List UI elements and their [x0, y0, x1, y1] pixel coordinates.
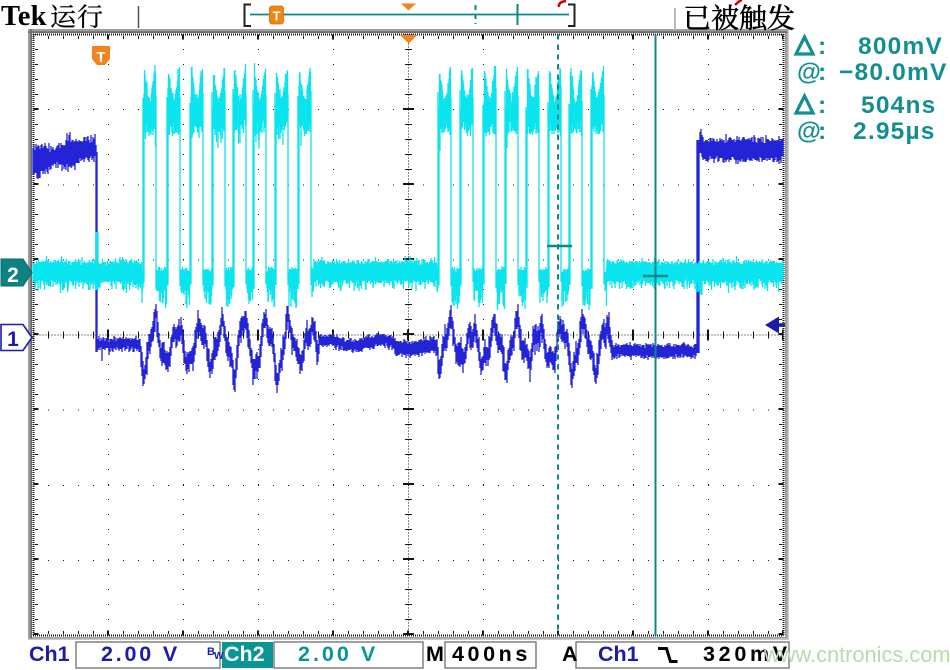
- svg-text:1: 1: [7, 328, 19, 351]
- svg-text:400ns: 400ns: [452, 642, 531, 666]
- svg-text:Tek: Tek: [1, 1, 47, 32]
- svg-text:−80.0mV: −80.0mV: [839, 59, 948, 86]
- svg-text:Ch1: Ch1: [598, 642, 639, 666]
- svg-text::: :: [818, 59, 826, 86]
- svg-text:320mV: 320mV: [703, 642, 791, 666]
- svg-text:2.95µs: 2.95µs: [853, 118, 936, 145]
- svg-text:@: @: [797, 59, 821, 86]
- svg-text:Ch2: Ch2: [224, 642, 265, 666]
- svg-text:2: 2: [7, 264, 19, 287]
- svg-text:T: T: [273, 9, 281, 24]
- svg-text:2.00 V: 2.00 V: [298, 642, 378, 666]
- svg-text:2.00 V: 2.00 V: [101, 642, 180, 666]
- svg-text:B: B: [207, 646, 215, 658]
- svg-text:504ns: 504ns: [861, 92, 936, 119]
- svg-text::: :: [818, 33, 826, 60]
- svg-text::: :: [818, 92, 826, 119]
- svg-text::: :: [818, 118, 826, 145]
- svg-text:T: T: [96, 49, 105, 66]
- svg-text:@: @: [797, 118, 821, 145]
- svg-text:A: A: [562, 642, 578, 666]
- svg-text:M: M: [426, 642, 444, 666]
- svg-text:www.cntronics.com: www.cntronics.com: [763, 642, 950, 667]
- svg-text:W: W: [214, 651, 224, 662]
- svg-text:Ch1: Ch1: [29, 642, 70, 666]
- svg-text:800mV: 800mV: [858, 33, 943, 60]
